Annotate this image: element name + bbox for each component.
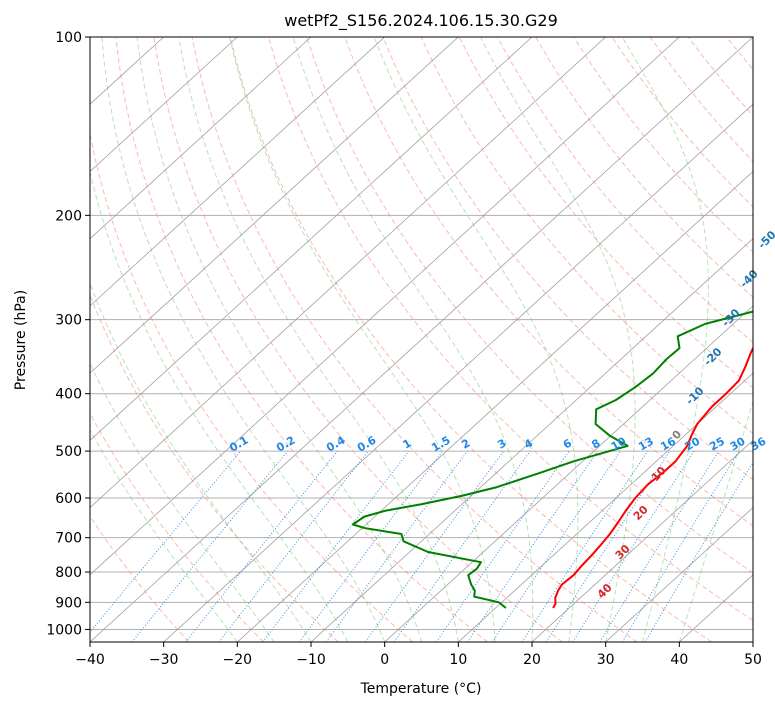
isotherm-line [90,37,753,642]
mixing-ratio-line [325,450,468,642]
moist-adiabat-line [678,399,753,642]
y-tick-label: 900 [55,595,82,611]
dewpoint-profile-line [351,310,753,609]
x-tick-label: −20 [223,652,253,668]
y-tick-label: 300 [55,313,82,329]
dry-adiabat-line [420,37,753,435]
y-axis-label: Pressure (hPa) [13,290,29,390]
moist-adiabat-line [136,37,422,642]
y-tick-label: 500 [55,444,82,460]
y-tick-label: 800 [55,565,82,581]
dry-adiabat-line [268,37,753,622]
background-lines [90,37,753,642]
moist-adiabat-line [178,37,459,642]
y-tick-label: 400 [55,387,82,403]
isotherm-line [605,507,753,642]
dry-adiabat-line [153,37,563,642]
x-tick-label: 0 [380,652,389,668]
mixing-ratio-line [521,450,649,642]
moist-adiabat-line [101,37,386,642]
isotherm-line [237,170,753,642]
isotherm-line [90,37,459,374]
mixing-ratio-line [90,450,242,633]
y-tick-label: 700 [55,531,82,547]
dry-adiabat-line [90,412,264,642]
dry-adiabat-line [496,37,753,344]
moist-adiabats [90,37,753,642]
y-tick-label: 1000 [46,622,82,638]
x-tick-label: 30 [597,652,615,668]
isotherm-line [90,37,385,307]
mixing-ratio-line [545,450,671,642]
dry-adiabat-line [535,37,753,298]
mixing-ratio-line [491,450,621,642]
mixing-ratio-line [572,450,695,642]
series-layer [351,310,753,609]
mixing-ratio-line [131,450,288,642]
dry-adiabat-line [90,131,414,642]
y-tick-label: 100 [55,30,82,46]
x-tick-label: 50 [744,652,762,668]
dry-adiabat-line [115,37,488,642]
isotherm-line [90,37,606,509]
isotherm-line [384,305,753,642]
isotherm-line [163,103,753,642]
dry-adiabat-line [344,37,753,527]
y-tick-label: 200 [55,208,82,224]
isotherm-line [90,37,533,441]
moist-adiabat-line [373,37,579,642]
dry-adiabat-line [191,37,638,642]
isotherm-line [90,37,312,240]
moist-adiabat-line [90,428,238,642]
x-axis-ticks: −40 −30 −20 −10 0 10 20 30 40 50 [75,642,762,668]
moist-adiabat-line [480,37,636,642]
moist-adiabat-line [292,37,534,642]
dry-adiabats [90,37,753,642]
dry-adiabat-line [90,293,339,642]
isotherm-line [90,37,680,576]
chart-title: wetPf2_S156.2024.106.15.30.G29 [284,11,558,31]
moist-adiabat-line [90,170,349,642]
x-tick-label: −10 [296,652,326,668]
x-axis-label: Temperature (°C) [360,681,482,697]
isotherm-line [531,439,753,642]
dry-adiabat-line [382,37,753,481]
x-tick-label: −40 [75,652,105,668]
dry-adiabat-line [306,37,753,574]
y-tick-label: 600 [55,491,82,507]
moist-adiabat-line [90,281,312,642]
mixing-ratio-line [185,450,338,642]
mixing-ratio-line [621,450,740,642]
moist-adiabat-line [90,362,275,642]
isotherm-line [458,372,753,642]
mixing-ratio-line [599,450,720,642]
y-axis-ticks: 1000 900 800 700 600 500 400 300 200 100 [46,30,90,638]
plot-frame [89,36,754,643]
x-tick-label: −30 [149,652,179,668]
mixing-ratio-line [644,461,753,642]
mixing-ratio-lines [90,450,753,642]
x-tick-label: 20 [523,652,541,668]
temperature-profile-line [552,345,753,609]
moist-adiabat-line [621,37,709,642]
isotherm-line [90,37,238,172]
dry-adiabat-line [229,37,712,642]
mixing-ratio-line [364,450,505,642]
x-tick-label: 10 [449,652,467,668]
x-tick-label: 40 [670,652,688,668]
